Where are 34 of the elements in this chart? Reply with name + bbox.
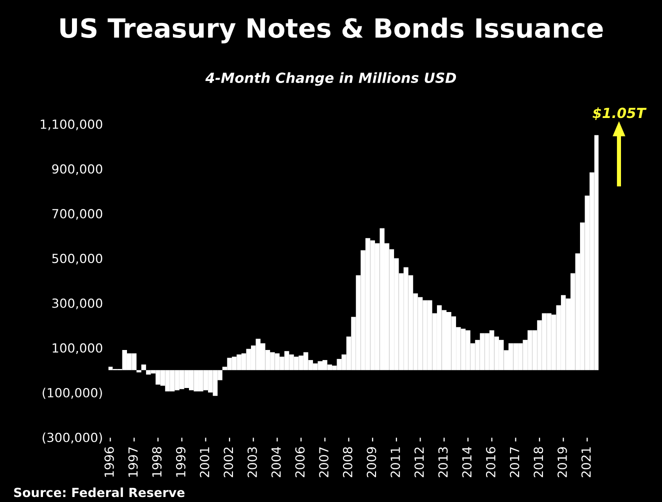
x-tick-label: 2001: [200, 447, 210, 478]
x-tick-label: 2003: [248, 447, 257, 478]
x-tick-label: 1997: [128, 447, 138, 477]
x-tick-label: 2021: [581, 447, 591, 478]
x-tick-label: 1996: [104, 447, 114, 477]
chart-title: US Treasury Notes & Bonds Issuance: [60, 18, 603, 44]
x-tick-label: 1999: [176, 447, 186, 477]
bar: [141, 364, 146, 370]
x-tick-label: 2008: [342, 447, 352, 478]
x-tick-label: 2006: [295, 447, 305, 478]
x-tick-label: 2013: [438, 447, 448, 478]
x-tick-label: 2018: [534, 447, 544, 478]
x-tick-label: 2017: [510, 447, 520, 478]
x-tick-label: 2002: [224, 448, 234, 478]
x-tick-label: 2019: [558, 447, 567, 478]
y-tick-label: (300,000): [42, 432, 102, 444]
y-tick-label: 300,000: [52, 298, 102, 310]
x-tick-label: 2007: [319, 447, 329, 478]
y-tick-label: (100,000): [42, 388, 102, 399]
y-tick-label: 700,000: [52, 208, 102, 220]
x-tick-label: 2012: [414, 448, 424, 478]
text: $1.05T: [592, 107, 647, 120]
x-tick-label: 2016: [486, 447, 496, 478]
x-tick-label: 1998: [152, 447, 162, 477]
x-tick-label: 2011: [390, 447, 400, 478]
chart-subtitle: 4-Month Change in Millions USD: [205, 72, 456, 86]
x-tick-label: 2014: [462, 446, 472, 478]
y-tick-label: 900,000: [52, 164, 102, 175]
y-tick-label: 100,000: [52, 343, 102, 354]
y-tick-label: 500,000: [52, 254, 102, 264]
source-note: Source: Federal Reserve: [14, 487, 185, 498]
y-tick-label: 1,100,000: [40, 119, 102, 130]
x-tick-label: 2009: [366, 447, 376, 478]
x-tick-label: 2004: [271, 446, 281, 478]
